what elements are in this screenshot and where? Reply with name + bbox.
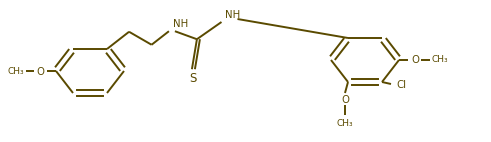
- Text: O: O: [36, 67, 44, 77]
- Text: O: O: [411, 55, 419, 65]
- Text: NH: NH: [225, 10, 241, 20]
- Text: NH: NH: [173, 19, 188, 29]
- Text: CH₃: CH₃: [337, 119, 354, 128]
- Text: CH₃: CH₃: [8, 67, 25, 77]
- Text: CH₃: CH₃: [432, 56, 448, 64]
- Text: Cl: Cl: [396, 80, 406, 90]
- Text: S: S: [189, 72, 196, 85]
- Text: O: O: [341, 95, 349, 105]
